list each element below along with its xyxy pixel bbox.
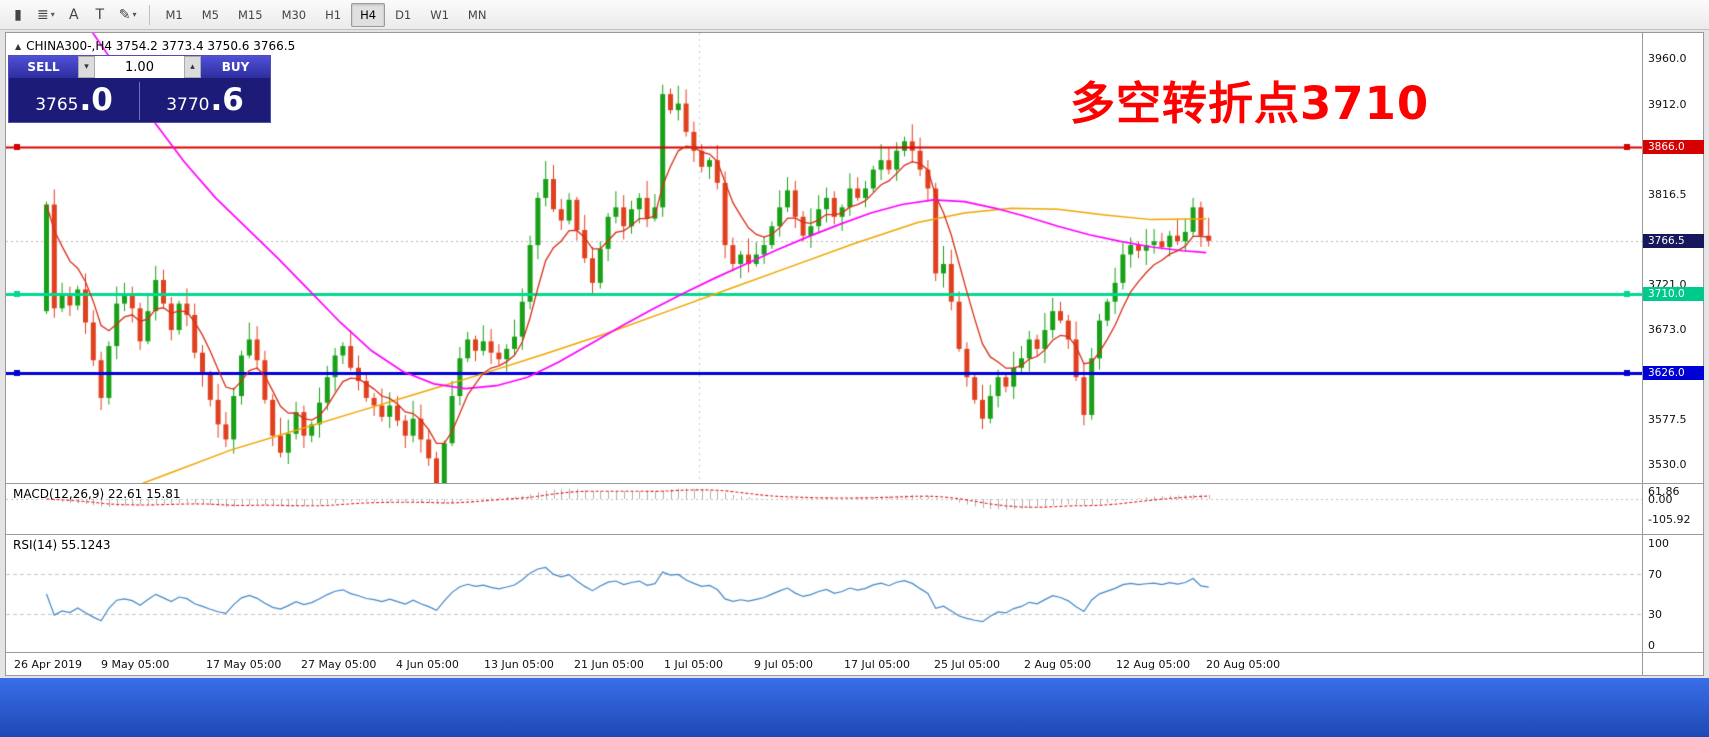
- time-axis-label: 27 May 05:00: [301, 658, 377, 671]
- time-axis-label: 17 Jul 05:00: [844, 658, 910, 671]
- price-axis-tick: 3673.0: [1648, 323, 1687, 337]
- timeframe-button-m5[interactable]: M5: [201, 7, 219, 22]
- price-axis-tick: 3816.5: [1648, 187, 1687, 201]
- rsi-axis-label: 0: [1648, 639, 1655, 652]
- chart-type-icon-glyph: ▮: [14, 6, 22, 23]
- chart-title: ▲ CHINA300-,H4 3754.2 3773.4 3750.6 3766…: [15, 39, 295, 53]
- chart-window: ▲ CHINA300-,H4 3754.2 3773.4 3750.6 3766…: [5, 32, 1704, 676]
- buy-price-pips: .6: [210, 82, 244, 118]
- toolbar-icon-group: ▮ ≣ ▾ A T ✎ ▾: [6, 3, 142, 27]
- volume-control: ▾ 1.00 ▴: [78, 56, 201, 78]
- draw-tools-icon[interactable]: ✎ ▾: [114, 3, 142, 27]
- macd-axis-label: 0.00: [1648, 493, 1673, 506]
- timeframe-button-w1[interactable]: W1: [430, 7, 449, 22]
- timeframe-button-m1[interactable]: M1: [165, 7, 183, 22]
- timeframe-button-m30[interactable]: M30: [281, 7, 307, 22]
- macd-panel-label: MACD(12,26,9) 22.61 15.81: [13, 487, 181, 501]
- dropdown-caret-icon: ▾: [132, 10, 137, 19]
- chart-title-text: CHINA300-,H4 3754.2 3773.4 3750.6 3766.5: [26, 39, 296, 53]
- macd-pane-separator: [6, 483, 1703, 484]
- indicators-list-icon-glyph: ≣: [37, 6, 49, 23]
- price-axis-tick: 3577.5: [1648, 413, 1687, 427]
- time-axis-label: 4 Jun 05:00: [396, 658, 459, 671]
- draw-tools-icon-glyph: ✎: [118, 6, 131, 23]
- time-axis-label: 13 Jun 05:00: [484, 658, 554, 671]
- rsi-pane-separator: [6, 534, 1703, 535]
- time-axis-label: 21 Jun 05:00: [574, 658, 644, 671]
- time-axis-label: 1 Jul 05:00: [664, 658, 723, 671]
- price-badge: 3866.0: [1643, 139, 1704, 154]
- time-axis-label: 9 May 05:00: [101, 658, 170, 671]
- price-divider: [139, 81, 140, 120]
- time-axis-label: 9 Jul 05:00: [754, 658, 813, 671]
- sell-price-main: 3765: [35, 95, 79, 115]
- text-label-icon[interactable]: T: [88, 3, 112, 27]
- time-axis-separator: [6, 652, 1703, 653]
- timeframe-group: M1 M5 M15 M30 H1 H4 D1 W1 MN: [157, 2, 496, 27]
- price-axis-separator: [1642, 33, 1643, 675]
- macd-axis-label: -105.92: [1648, 513, 1691, 527]
- timeframe-button-mn[interactable]: MN: [467, 7, 487, 22]
- chart-type-icon[interactable]: ▮: [6, 3, 30, 27]
- price-axis-tick: 3530.0: [1648, 458, 1687, 471]
- macd-indicator-canvas[interactable]: [6, 484, 1642, 534]
- time-axis-label: 26 Apr 2019: [14, 658, 83, 671]
- time-axis-label: 20 Aug 05:00: [1206, 658, 1281, 671]
- toolbar-separator: [148, 4, 150, 25]
- text-label-icon-glyph: T: [95, 6, 105, 23]
- rsi-axis-label: 70: [1648, 567, 1662, 581]
- taskbar[interactable]: [0, 678, 1709, 737]
- price-axis-tick: 3912.0: [1648, 97, 1687, 111]
- volume-increase-button[interactable]: ▴: [184, 56, 201, 78]
- chart-annotation-text: 多空转折点3710: [1070, 77, 1430, 130]
- macd-axis-label: 61.86: [1648, 485, 1680, 498]
- time-axis-label: 12 Aug 05:00: [1116, 658, 1191, 671]
- timeframe-button-h4[interactable]: H4: [351, 2, 386, 27]
- cursor-tool-icon-glyph: A: [68, 6, 79, 23]
- price-badge: 3766.5: [1643, 233, 1704, 248]
- time-axis-label: 2 Aug 05:00: [1024, 658, 1092, 671]
- buy-button[interactable]: BUY: [201, 56, 270, 78]
- buy-price-display: 3770 .6: [140, 85, 270, 116]
- one-click-panel-toggle-icon[interactable]: ▲: [15, 41, 22, 51]
- timeframe-button-h1[interactable]: H1: [325, 7, 342, 22]
- rsi-indicator-canvas[interactable]: [6, 535, 1642, 652]
- cursor-tool-icon[interactable]: A: [62, 3, 86, 27]
- volume-decrease-button[interactable]: ▾: [78, 56, 95, 78]
- timeframe-button-m15[interactable]: M15: [238, 7, 263, 22]
- sell-price-pips: .0: [79, 82, 113, 118]
- time-axis-label: 25 Jul 05:00: [934, 658, 1000, 671]
- one-click-trading-panel: SELL ▾ 1.00 ▴ BUY 3765 .0 3770 .6: [8, 55, 271, 123]
- timeframe-button-d1[interactable]: D1: [395, 7, 412, 22]
- time-axis-label: 17 May 05:00: [206, 658, 282, 671]
- buy-price-main: 3770: [166, 95, 210, 115]
- main-chart-canvas[interactable]: [6, 33, 1642, 483]
- rsi-panel-label: RSI(14) 55.1243: [13, 538, 111, 552]
- price-badge: 3626.0: [1643, 366, 1704, 381]
- sell-button[interactable]: SELL: [9, 56, 78, 78]
- toolbar: ▮ ≣ ▾ A T ✎ ▾ M1 M5 M15 M30 H1 H4 D1 W1 MN: [0, 0, 1709, 30]
- rsi-axis-label: 100: [1648, 537, 1669, 550]
- rsi-axis-label: 30: [1648, 608, 1662, 622]
- sell-price-display: 3765 .0: [9, 85, 139, 116]
- indicators-list-icon[interactable]: ≣ ▾: [32, 3, 60, 27]
- volume-input[interactable]: 1.00: [125, 59, 154, 75]
- dropdown-caret-icon: ▾: [50, 10, 55, 19]
- price-badge: 3710.0: [1643, 287, 1704, 302]
- price-axis-tick: 3960.0: [1648, 52, 1687, 66]
